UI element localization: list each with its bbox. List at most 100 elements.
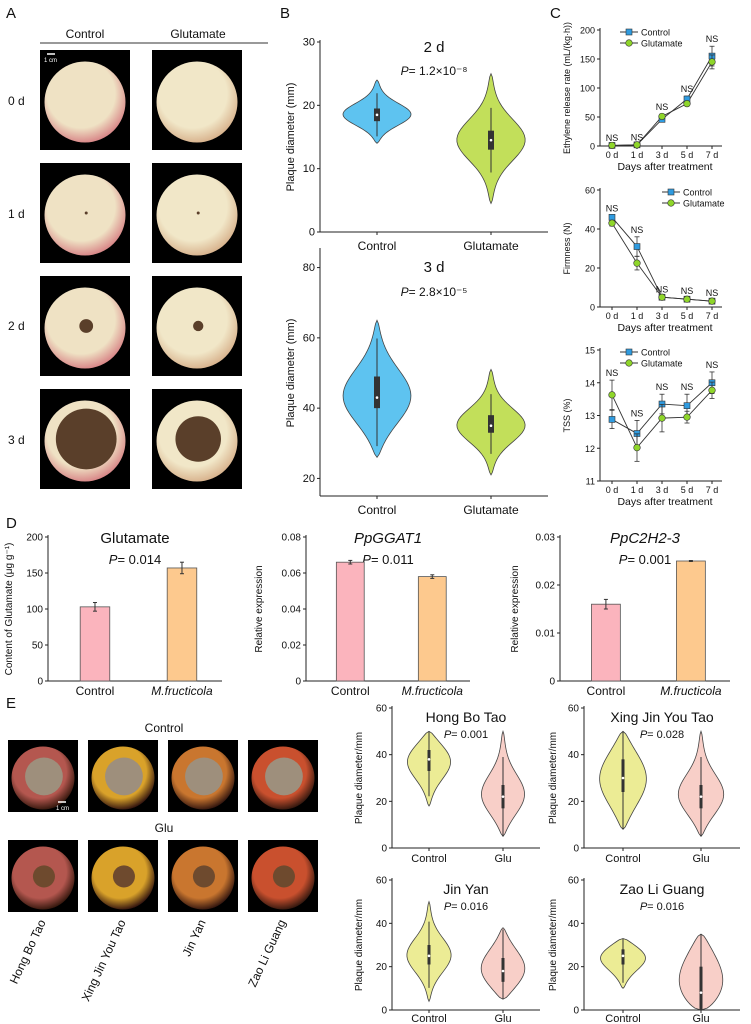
legend-marker: [667, 199, 675, 207]
y-tick-label: 0.03: [536, 533, 556, 544]
photo-e-control-0: [8, 740, 78, 812]
y-axis-label: Plaque diameter/mm: [354, 899, 365, 991]
legend-marker: [625, 28, 633, 36]
scale-bar-label: 1 cm: [44, 58, 57, 64]
y-tick-label: 50: [32, 641, 44, 652]
y-tick-label: 20: [303, 100, 315, 112]
lesion: [25, 757, 63, 796]
x-tick-label: 3 d: [656, 485, 669, 495]
variety-label-zao-li-guang: Zao Li Guang: [245, 917, 288, 989]
y-tick-label: 20: [585, 264, 595, 274]
significance-label: NS: [656, 284, 669, 294]
y-tick-label: 13: [585, 411, 595, 421]
x-tick-label: Control: [605, 1013, 640, 1024]
panel-label-c: C: [550, 5, 561, 22]
col-header-control: Control: [66, 27, 105, 41]
row-label-3d: 3 d: [8, 433, 25, 447]
legend-label: Glutamate: [641, 39, 683, 49]
violin-chart-B-3d: 20 40 60 80 Plaque diameter (mm) 3 d P = 2.8×1…: [285, 248, 548, 517]
significance-label: NS: [656, 382, 669, 392]
significance-label: NS: [706, 34, 719, 44]
y-axis-label: Content of Glutamate (μg g⁻¹): [4, 543, 15, 676]
x-tick-label: Glu: [494, 853, 511, 865]
panel-label-d: D: [6, 515, 17, 532]
y-tick-label: 0.06: [282, 569, 302, 580]
x-tick-label: Glu: [692, 853, 709, 865]
photo-e-control-1: [88, 740, 158, 812]
bar-chart-D-glutamate: 0 50 100 150 200 Content of Glutamate (μg g⁻¹…: [4, 530, 222, 698]
violin-chart-E-xjyt: 0 20 40 60 Plaque diameter/mm Xing Jin You Ta…: [548, 704, 740, 865]
y-tick-label: 20: [376, 797, 388, 808]
data-point-Glutamate: [658, 414, 666, 422]
data-point-Glutamate: [683, 413, 691, 421]
lesion: [193, 320, 204, 332]
x-tick-label: Control: [411, 1013, 446, 1024]
data-point-Glutamate: [633, 141, 641, 149]
data-point-Glutamate: [608, 141, 616, 150]
legend-marker: [625, 359, 633, 367]
y-tick-label: 60: [568, 876, 580, 887]
x-tick-label: 0 d: [606, 311, 619, 321]
legend-marker: [625, 348, 633, 356]
significance-label: NS: [681, 382, 694, 392]
y-tick-label: 10: [303, 163, 315, 175]
y-tick-label: 0.01: [536, 629, 556, 640]
p-symbol: P: [401, 285, 409, 299]
y-axis-label: Relative expression: [254, 565, 265, 652]
row-label-1d: 1 d: [8, 207, 25, 221]
y-tick-label: 60: [376, 876, 388, 887]
median-point: [489, 424, 493, 428]
p-value: = 0.016: [451, 901, 488, 913]
legend-label: Glutamate: [683, 199, 725, 209]
y-tick-label: 150: [26, 569, 43, 580]
y-tick-label: 0: [381, 1006, 387, 1017]
lesion: [196, 211, 200, 215]
data-point-Control: [608, 416, 616, 423]
chart-title: PpC2H2-3: [610, 530, 681, 547]
x-tick-label: Glutamate: [463, 503, 519, 517]
y-tick-label: 60: [585, 186, 595, 196]
x-tick-label: M.fructicola: [660, 684, 722, 698]
y-axis-label: Plaque diameter (mm): [285, 319, 297, 428]
y-axis-label: Plaque diameter/mm: [354, 732, 365, 824]
x-tick-label: Control: [358, 503, 397, 517]
lesion: [55, 408, 117, 470]
y-tick-label: 40: [376, 750, 388, 761]
photo-e-control-3: [248, 740, 318, 812]
p-value: = 0.014: [117, 552, 161, 567]
bar-M.fructicola: [676, 560, 706, 682]
median-point: [501, 795, 505, 798]
data-point-Glutamate: [608, 219, 616, 227]
y-tick-label: 50: [585, 113, 595, 123]
y-tick-label: 0: [309, 227, 315, 239]
y-tick-label: 20: [568, 962, 580, 973]
data-point-Control: [683, 402, 691, 409]
photo-e-glu-0: [8, 840, 78, 912]
significance-label: NS: [631, 225, 644, 235]
data-point-Control: [633, 243, 641, 250]
chart-title: Jin Yan: [443, 881, 488, 897]
x-axis-label: Days after treatment: [617, 161, 712, 173]
x-tick-label: Control: [587, 684, 626, 698]
y-axis-label: Relative expression: [510, 565, 521, 652]
x-tick-label: 7 d: [706, 485, 719, 495]
y-tick-label: 200: [580, 26, 595, 36]
p-symbol: P: [619, 552, 628, 567]
y-axis-label: Ethylene release rate (mL/(kg·h)): [562, 22, 572, 154]
significance-label: NS: [656, 102, 669, 112]
legend-label: Control: [641, 28, 670, 38]
x-tick-label: 0 d: [606, 485, 619, 495]
e-row-header-glu: Glu: [155, 821, 174, 835]
violin-chart-E-hbt: 0 20 40 60 Plaque diameter/mm Hong Bo Tao P = …: [354, 704, 540, 865]
e-row-header-control: Control: [145, 721, 184, 735]
data-point-Glutamate: [683, 100, 691, 108]
p-value: = 1.2×10⁻⁸: [409, 64, 468, 78]
x-tick-label: Control: [605, 853, 640, 865]
x-tick-label: 5 d: [681, 311, 694, 321]
x-axis-label: Days after treatment: [617, 496, 712, 508]
lesion: [112, 865, 135, 888]
panel-label-e: E: [6, 695, 16, 712]
p-symbol: P: [444, 729, 452, 741]
